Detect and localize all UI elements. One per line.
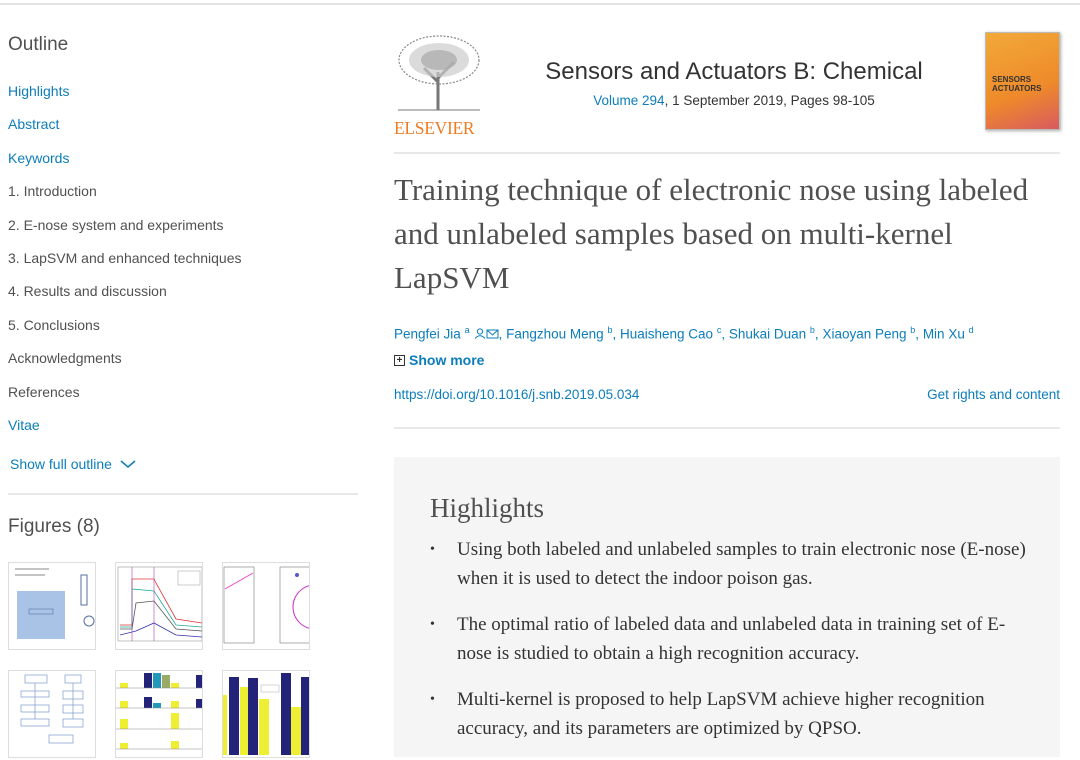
journal-title[interactable]: Sensors and Actuators B: Chemical bbox=[545, 58, 923, 85]
outline-item[interactable]: Abstract bbox=[8, 116, 60, 133]
chevron-down-icon bbox=[120, 460, 136, 469]
journal-cover[interactable]: SENSORS ACTUATORS bbox=[985, 32, 1060, 130]
show-more-label: Show more bbox=[409, 352, 485, 368]
figure-thumbnail-5[interactable] bbox=[115, 670, 203, 758]
affiliation-sup[interactable]: c bbox=[716, 325, 722, 335]
affiliation-sup[interactable]: b bbox=[910, 325, 916, 335]
highlights-section: Highlights Using both labeled and unlabe… bbox=[394, 457, 1060, 757]
highlight-item: Multi-kernel is proposed to help LapSVM … bbox=[430, 685, 1030, 743]
get-rights-link[interactable]: Get rights and content bbox=[927, 387, 1060, 402]
highlights-heading: Highlights bbox=[430, 493, 545, 523]
figure-thumbnail-2[interactable] bbox=[115, 562, 203, 650]
author-link[interactable]: Huaisheng Cao bbox=[619, 326, 714, 342]
author-link[interactable]: Fangzhou Meng bbox=[506, 326, 604, 342]
outline-heading: Outline bbox=[8, 34, 69, 55]
author-link[interactable]: Min Xu bbox=[922, 326, 965, 342]
affiliation-sup[interactable]: a bbox=[464, 325, 470, 335]
figures-heading: Figures (8) bbox=[8, 516, 100, 537]
figure-thumbnail-1[interactable] bbox=[8, 562, 96, 650]
outline-item[interactable]: Acknowledgments bbox=[8, 350, 122, 367]
figure-thumbnail-3[interactable] bbox=[222, 562, 310, 650]
cover-text: SENSORS bbox=[992, 75, 1032, 84]
outline-item[interactable]: 1. Introduction bbox=[8, 183, 97, 200]
issue-date-pages: , 1 September 2019, Pages 98-105 bbox=[664, 93, 875, 108]
show-full-outline-label: Show full outline bbox=[10, 456, 112, 472]
outline-item[interactable]: 4. Results and discussion bbox=[8, 283, 167, 300]
highlight-item: The optimal ratio of labeled data and un… bbox=[430, 610, 1030, 668]
author-list: Pengfei Jia a, Fangzhou Meng b, Huaishen… bbox=[394, 325, 974, 342]
highlights-list: Using both labeled and unlabeled samples… bbox=[430, 535, 1030, 760]
email-icon[interactable] bbox=[486, 329, 499, 339]
outline-item[interactable]: 3. LapSVM and enhanced techniques bbox=[8, 250, 242, 266]
doi-link[interactable]: https://doi.org/10.1016/j.snb.2019.05.03… bbox=[394, 387, 640, 402]
show-more-button[interactable]: + Show more bbox=[394, 351, 484, 369]
person-icon bbox=[474, 327, 485, 339]
figure-thumbnail-6[interactable] bbox=[222, 670, 310, 758]
outline-item[interactable]: 2. E-nose system and experiments bbox=[8, 216, 224, 233]
show-full-outline-link[interactable]: Show full outline bbox=[10, 456, 136, 472]
outline-item[interactable]: 5. Conclusions bbox=[8, 316, 100, 333]
author-link[interactable]: Xiaoyan Peng bbox=[822, 326, 907, 342]
outline-item[interactable]: References bbox=[8, 383, 80, 400]
volume-link[interactable]: Volume 294 bbox=[593, 93, 665, 108]
top-border bbox=[0, 3, 1080, 5]
affiliation-sup[interactable]: b bbox=[809, 325, 815, 335]
author-link[interactable]: Pengfei Jia bbox=[394, 326, 461, 342]
affiliation-sup[interactable]: b bbox=[607, 325, 613, 335]
divider bbox=[8, 493, 358, 495]
plus-box-icon: + bbox=[394, 354, 405, 366]
author-link[interactable]: Shukai Duan bbox=[728, 326, 807, 342]
divider bbox=[394, 152, 1060, 154]
outline-item[interactable]: Keywords bbox=[8, 149, 70, 166]
outline-item[interactable]: Highlights bbox=[8, 83, 70, 99]
figure-thumbnail-4[interactable] bbox=[8, 670, 96, 758]
highlight-item: Using both labeled and unlabeled samples… bbox=[430, 535, 1030, 593]
outline-item[interactable]: Vitae bbox=[8, 417, 40, 433]
volume-info: Volume 294, 1 September 2019, Pages 98-1… bbox=[504, 92, 964, 109]
cover-text: ACTUATORS bbox=[992, 84, 1042, 93]
article-title: Training technique of electronic nose us… bbox=[394, 172, 1029, 295]
publisher-name: ELSEVIER bbox=[394, 118, 475, 138]
affiliation-sup[interactable]: d bbox=[968, 325, 974, 335]
corresponding-author-icons bbox=[474, 327, 499, 342]
divider bbox=[394, 427, 1060, 429]
elsevier-logo[interactable]: ELSEVIER bbox=[394, 32, 484, 138]
